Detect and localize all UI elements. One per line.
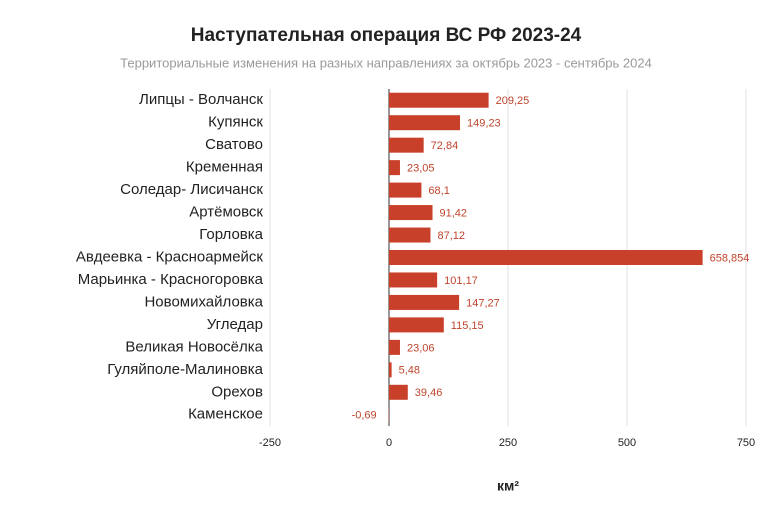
value-label: 658,854 — [710, 252, 750, 264]
bar — [389, 115, 461, 131]
category-label: Горловка — [199, 226, 263, 243]
bar — [389, 317, 444, 333]
bar — [389, 339, 400, 355]
value-label: 115,15 — [451, 320, 484, 332]
category-label: Кременная — [186, 159, 263, 176]
category-label: Угледар — [207, 316, 263, 333]
category-label: Соледар- Лисичанск — [120, 181, 263, 198]
value-label: 68,1 — [428, 185, 449, 197]
category-label: Сватово — [205, 136, 263, 153]
x-axis-title: км² — [497, 478, 519, 494]
x-tick-label: -250 — [259, 437, 281, 449]
value-label: 72,84 — [431, 140, 459, 152]
value-label: 5,48 — [399, 365, 420, 377]
category-label: Купянск — [208, 114, 263, 131]
category-label: Великая Новосёлка — [125, 338, 263, 355]
value-label: 149,23 — [467, 118, 501, 130]
value-label: 23,05 — [407, 163, 435, 175]
category-label: Артёмовск — [189, 204, 263, 221]
bar — [389, 294, 460, 310]
value-label: 101,17 — [444, 275, 478, 287]
bar — [389, 137, 424, 153]
value-label: 39,46 — [415, 387, 443, 399]
bar — [389, 384, 408, 400]
bar — [389, 250, 703, 265]
category-label: Новомихайловка — [144, 293, 263, 310]
x-tick-label: 750 — [737, 437, 755, 449]
category-label: Авдеевка - Красноармейск — [76, 248, 264, 265]
x-tick-label: 250 — [499, 437, 517, 449]
bar — [389, 227, 431, 243]
category-label: Орехов — [211, 383, 263, 400]
chart-title: Наступательная операция ВС РФ 2023-24 — [191, 25, 582, 46]
category-label: Липцы - Волчанск — [139, 91, 263, 108]
category-label: Каменское — [188, 406, 263, 423]
bar — [389, 272, 438, 288]
bar — [389, 205, 433, 221]
value-label: 209,25 — [496, 95, 530, 107]
value-label: 147,27 — [466, 297, 500, 309]
value-label: -0,69 — [352, 410, 377, 422]
chart-subtitle: Территориальные изменения на разных напр… — [120, 55, 652, 70]
category-label: Марьинка - Красногоровка — [78, 271, 264, 288]
x-tick-label: 0 — [386, 437, 392, 449]
bar — [389, 92, 489, 108]
category-label: Гуляйполе-Малиновка — [107, 361, 263, 378]
bar — [389, 160, 400, 176]
bar — [389, 362, 392, 378]
bar — [389, 182, 422, 198]
value-label: 91,42 — [440, 207, 468, 219]
value-label: 87,12 — [437, 230, 465, 242]
x-tick-label: 500 — [618, 437, 636, 449]
value-label: 23,06 — [407, 342, 435, 354]
